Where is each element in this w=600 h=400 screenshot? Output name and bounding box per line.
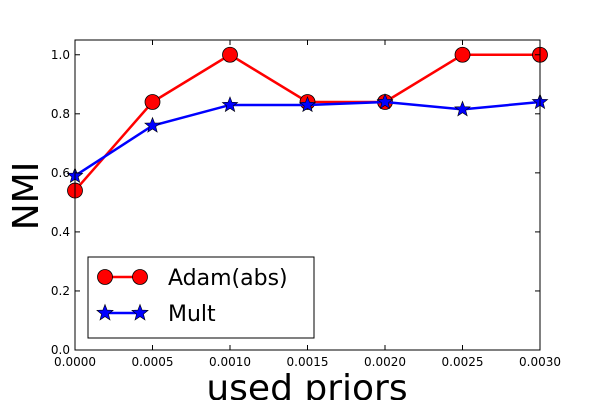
x-tick-label-4: 0.0020 xyxy=(364,355,406,369)
series-line-mult xyxy=(74,100,541,177)
y-tick-label-1: 0.2 xyxy=(51,284,70,298)
legend-label-mult: Mult xyxy=(168,302,216,327)
x-tick-label-1: 0.0005 xyxy=(132,355,174,369)
legend-marker-adam-2 xyxy=(132,269,148,285)
x-tick-label-2: 0.0010 xyxy=(209,355,251,369)
y-tick-label-3: 0.6 xyxy=(51,166,70,180)
x-tick-label-5: 0.0025 xyxy=(442,355,484,369)
legend-marker-mult-1 xyxy=(96,303,114,321)
y-tick-label-4: 0.8 xyxy=(51,107,70,121)
x-tick-label-6: 0.0030 xyxy=(519,355,561,369)
series-layer xyxy=(66,46,549,199)
legend-marker-adam-1 xyxy=(97,269,113,285)
series-line-adam-abs xyxy=(74,53,540,192)
point-adam-abs-5 xyxy=(454,46,471,63)
y-tick-label-2: 0.4 xyxy=(51,225,70,239)
y-tick-label-5: 1.0 xyxy=(51,48,70,62)
x-axis-title: used priors xyxy=(206,368,407,400)
x-tick-label-0: 0.0000 xyxy=(54,355,96,369)
point-mult-5 xyxy=(454,100,471,117)
ticks-layer: 0.0000 0.0005 0.0010 0.0015 0.0020 0.0025 0.00… xyxy=(51,40,561,369)
point-mult-4 xyxy=(376,93,394,110)
point-adam-abs-1 xyxy=(144,94,161,110)
x-tick-label-3: 0.0015 xyxy=(287,355,329,369)
legend: Adam(abs) Mult xyxy=(87,256,315,339)
point-mult-3 xyxy=(299,96,316,113)
legend-label-adam: Adam(abs) xyxy=(168,266,288,291)
point-mult-1 xyxy=(144,116,161,133)
legend-box xyxy=(87,256,315,339)
point-adam-abs-2 xyxy=(222,46,238,63)
legend-stars xyxy=(96,303,149,321)
legend-marker-mult-2 xyxy=(131,303,149,321)
y-tick-label-0: 0.0 xyxy=(51,343,70,357)
y-axis-title: NMI xyxy=(6,162,47,231)
point-mult-2 xyxy=(221,96,239,113)
